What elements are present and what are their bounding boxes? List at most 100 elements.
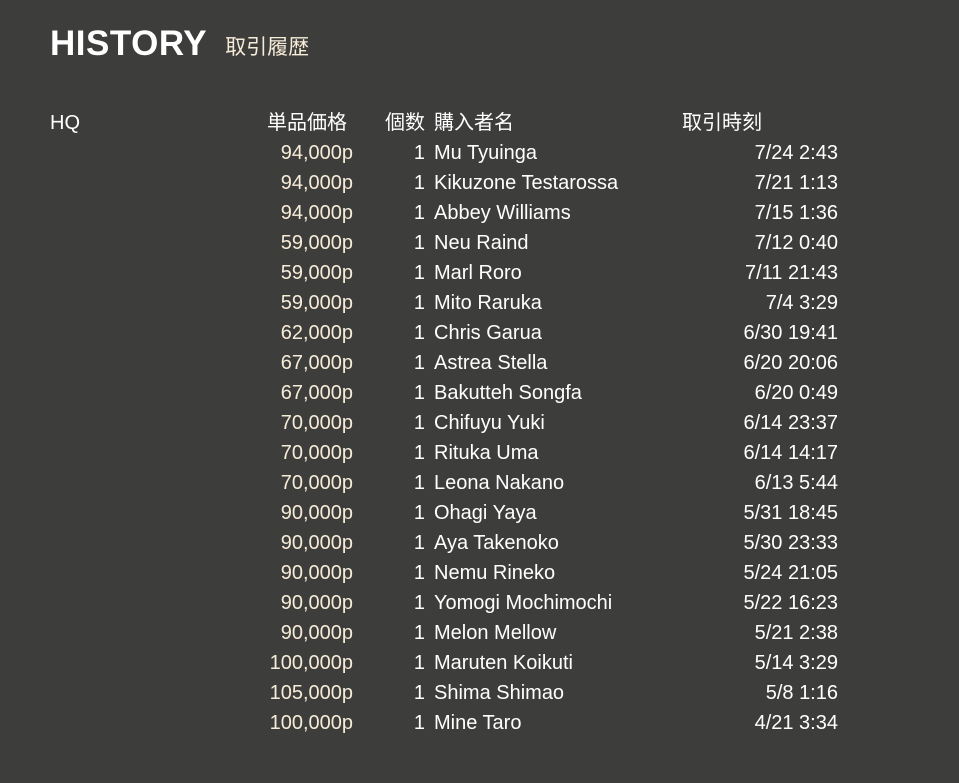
cell-buyer: Marl Roro (434, 262, 522, 284)
cell-unit-price: 100,000p (269, 652, 353, 674)
cell-unit-price: 67,000p (280, 352, 353, 374)
cell-timestamp: 6/14 23:37 (743, 412, 838, 434)
table-row[interactable]: 59,000p 1 Marl Roro 7/11 21:43 (0, 258, 959, 288)
cell-timestamp: 6/20 20:06 (743, 352, 838, 374)
cell-unit-price: 90,000p (280, 502, 353, 524)
cell-timestamp: 7/4 3:29 (765, 292, 838, 314)
column-header-hq: HQ (50, 112, 80, 134)
cell-timestamp: 7/21 1:13 (754, 172, 838, 194)
cell-unit-price: 59,000p (280, 262, 353, 284)
cell-buyer: Aya Takenoko (434, 532, 559, 554)
table-row[interactable]: 59,000p 1 Mito Raruka 7/4 3:29 (0, 288, 959, 318)
cell-buyer: Chris Garua (434, 322, 542, 344)
cell-timestamp: 5/22 16:23 (743, 592, 838, 614)
cell-buyer: Neu Raind (434, 232, 529, 254)
title-block: HISTORY 取引履歴 (50, 26, 309, 61)
cell-buyer: Astrea Stella (434, 352, 548, 374)
cell-timestamp: 7/24 2:43 (754, 142, 838, 164)
table-row[interactable]: 70,000p 1 Leona Nakano 6/13 5:44 (0, 468, 959, 498)
cell-unit-price: 59,000p (280, 292, 353, 314)
table-row[interactable]: 90,000p 1 Melon Mellow 5/21 2:38 (0, 618, 959, 648)
table-row[interactable]: 59,000p 1 Neu Raind 7/12 0:40 (0, 228, 959, 258)
transaction-history-table: HQ 単品価格 個数 購入者名 取引時刻 94,000p 1 Mu Tyuinga 7… (0, 108, 959, 738)
cell-timestamp: 5/24 21:05 (743, 562, 838, 584)
cell-timestamp: 7/15 1:36 (754, 202, 838, 224)
cell-unit-price: 90,000p (280, 532, 353, 554)
table-row[interactable]: 67,000p 1 Bakutteh Songfa 6/20 0:49 (0, 378, 959, 408)
cell-unit-price: 90,000p (280, 592, 353, 614)
cell-unit-price: 100,000p (269, 712, 353, 734)
cell-buyer: Leona Nakano (434, 472, 565, 494)
table-rows-container: 94,000p 1 Mu Tyuinga 7/24 2:43 94,000p 1 Kikuz… (0, 138, 959, 738)
cell-unit-price: 70,000p (280, 412, 353, 434)
table-row[interactable]: 67,000p 1 Astrea Stella 6/20 20:06 (0, 348, 959, 378)
cell-buyer: Abbey Williams (434, 202, 571, 224)
cell-buyer: Kikuzone Testarossa (434, 172, 619, 194)
cell-timestamp: 6/14 14:17 (743, 442, 838, 464)
table-row[interactable]: 90,000p 1 Ohagi Yaya 5/31 18:45 (0, 498, 959, 528)
table-row[interactable]: 90,000p 1 Aya Takenoko 5/30 23:33 (0, 528, 959, 558)
cell-unit-price: 90,000p (280, 622, 353, 644)
cell-quantity: 1 (413, 142, 425, 164)
cell-unit-price: 94,000p (280, 202, 353, 224)
cell-quantity: 1 (413, 562, 425, 584)
cell-timestamp: 4/21 3:34 (754, 712, 838, 734)
cell-timestamp: 7/11 21:43 (744, 262, 838, 284)
page-title: HISTORY (50, 24, 208, 63)
cell-unit-price: 59,000p (280, 232, 353, 254)
cell-quantity: 1 (413, 682, 425, 704)
cell-timestamp: 7/12 0:40 (754, 232, 838, 254)
cell-unit-price: 94,000p (280, 142, 353, 164)
cell-buyer: Mito Raruka (434, 292, 542, 314)
cell-unit-price: 70,000p (280, 442, 353, 464)
cell-buyer: Mu Tyuinga (434, 142, 538, 164)
cell-quantity: 1 (413, 232, 425, 254)
cell-buyer: Ohagi Yaya (434, 502, 537, 524)
cell-buyer: Bakutteh Songfa (434, 382, 582, 404)
cell-quantity: 1 (413, 352, 425, 374)
cell-buyer: Shima Shimao (434, 682, 565, 704)
table-row[interactable]: 100,000p 1 Maruten Koikuti 5/14 3:29 (0, 648, 959, 678)
cell-quantity: 1 (413, 442, 425, 464)
table-row[interactable]: 94,000p 1 Abbey Williams 7/15 1:36 (0, 198, 959, 228)
table-row[interactable]: 62,000p 1 Chris Garua 6/30 19:41 (0, 318, 959, 348)
cell-quantity: 1 (413, 382, 425, 404)
cell-buyer: Chifuyu Yuki (434, 412, 545, 434)
table-row[interactable]: 90,000p 1 Yomogi Mochimochi 5/22 16:23 (0, 588, 959, 618)
cell-quantity: 1 (413, 502, 425, 524)
cell-timestamp: 5/8 1:16 (765, 682, 838, 704)
cell-unit-price: 94,000p (280, 172, 353, 194)
cell-buyer: Yomogi Mochimochi (434, 592, 613, 614)
table-row[interactable]: 94,000p 1 Kikuzone Testarossa 7/21 1:13 (0, 168, 959, 198)
cell-quantity: 1 (413, 322, 425, 344)
cell-quantity: 1 (413, 532, 425, 554)
cell-unit-price: 90,000p (280, 562, 353, 584)
cell-quantity: 1 (413, 712, 425, 734)
table-row[interactable]: 100,000p 1 Mine Taro 4/21 3:34 (0, 708, 959, 738)
page-subtitle: 取引履歴 (225, 36, 310, 59)
cell-buyer: Melon Mellow (434, 622, 557, 644)
table-row[interactable]: 94,000p 1 Mu Tyuinga 7/24 2:43 (0, 138, 959, 168)
cell-quantity: 1 (413, 412, 425, 434)
table-row[interactable]: 105,000p 1 Shima Shimao 5/8 1:16 (0, 678, 959, 708)
cell-unit-price: 67,000p (280, 382, 353, 404)
column-header-quantity: 個数 (385, 112, 425, 134)
cell-unit-price: 105,000p (269, 682, 353, 704)
table-row[interactable]: 70,000p 1 Chifuyu Yuki 6/14 23:37 (0, 408, 959, 438)
cell-quantity: 1 (413, 292, 425, 314)
column-header-buyer: 購入者名 (434, 112, 514, 134)
cell-timestamp: 6/30 19:41 (743, 322, 838, 344)
cell-quantity: 1 (413, 652, 425, 674)
cell-timestamp: 6/13 5:44 (754, 472, 838, 494)
cell-quantity: 1 (413, 172, 425, 194)
cell-buyer: Rituka Uma (434, 442, 539, 464)
table-row[interactable]: 70,000p 1 Rituka Uma 6/14 14:17 (0, 438, 959, 468)
cell-timestamp: 6/20 0:49 (754, 382, 838, 404)
cell-timestamp: 5/30 23:33 (743, 532, 838, 554)
cell-buyer: Maruten Koikuti (434, 652, 573, 674)
cell-buyer: Nemu Rineko (434, 562, 556, 584)
cell-timestamp: 5/31 18:45 (743, 502, 838, 524)
table-row[interactable]: 90,000p 1 Nemu Rineko 5/24 21:05 (0, 558, 959, 588)
cell-quantity: 1 (413, 592, 425, 614)
column-header-timestamp: 取引時刻 (682, 112, 762, 134)
